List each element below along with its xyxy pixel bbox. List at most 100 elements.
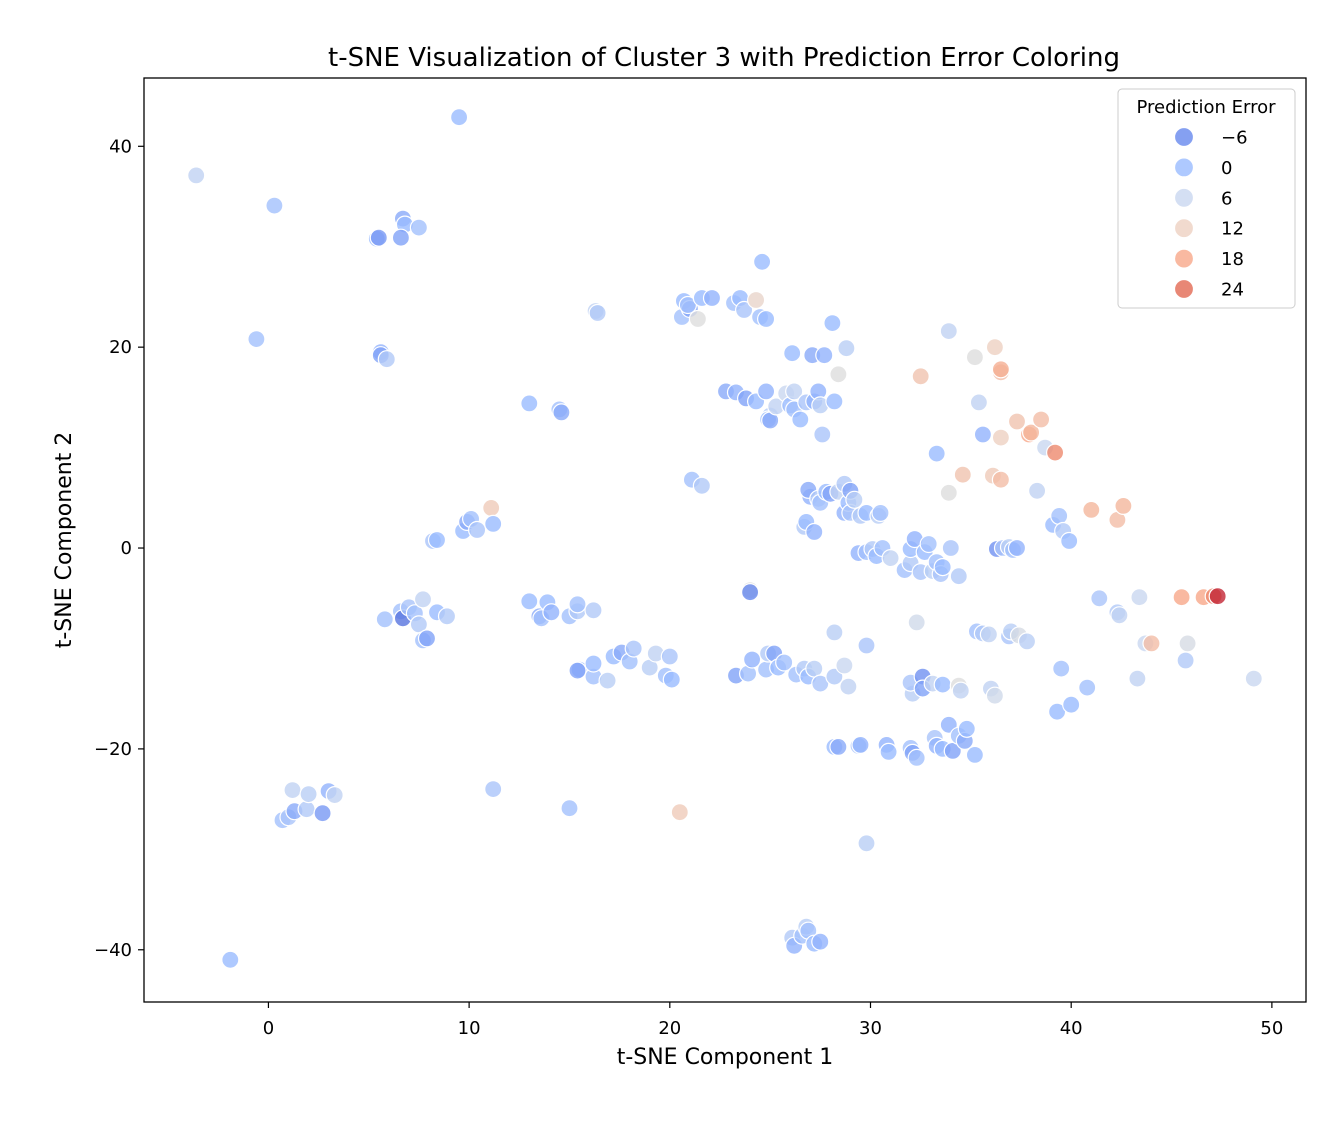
data-point xyxy=(985,686,1005,705)
data-point xyxy=(584,601,603,620)
data-point xyxy=(427,530,447,550)
data-point xyxy=(979,625,999,644)
data-point xyxy=(1176,651,1195,670)
data-point xyxy=(1050,506,1069,526)
data-point xyxy=(1114,496,1133,515)
data-point xyxy=(991,360,1011,379)
data-point xyxy=(568,661,587,680)
data-point xyxy=(568,595,587,614)
legend-label: −6 xyxy=(1221,128,1248,149)
data-point xyxy=(919,534,938,554)
data-point xyxy=(953,465,972,484)
data-point xyxy=(933,557,952,577)
data-point xyxy=(851,735,870,755)
data-point xyxy=(775,653,794,672)
x-tick-label: 10 xyxy=(458,1018,481,1039)
data-point xyxy=(951,681,970,700)
x-tick-label: 50 xyxy=(1260,1018,1283,1039)
data-point xyxy=(907,613,926,632)
data-point xyxy=(734,300,754,320)
y-axis-label: t-SNE Component 2 xyxy=(52,432,77,649)
data-point xyxy=(879,742,898,762)
y-axis: −40 −20 0 20 40 xyxy=(94,136,144,961)
data-point xyxy=(813,425,832,444)
data-point xyxy=(991,470,1011,489)
data-point xyxy=(939,483,958,502)
data-point xyxy=(662,670,681,689)
y-tick-label: 0 xyxy=(121,538,132,559)
data-point xyxy=(815,346,834,365)
legend-marker xyxy=(1173,248,1195,269)
data-point xyxy=(468,520,487,540)
data-point xyxy=(1128,669,1147,688)
data-point xyxy=(1007,538,1027,558)
x-tick-label: 0 xyxy=(263,1018,274,1039)
data-point xyxy=(991,428,1011,447)
data-point xyxy=(409,218,428,237)
data-point xyxy=(375,610,394,629)
data-point xyxy=(756,382,776,401)
data-point xyxy=(624,639,643,658)
data-point xyxy=(450,108,469,127)
data-point xyxy=(823,314,842,333)
data-point xyxy=(369,228,388,247)
data-point xyxy=(1110,606,1129,625)
data-point xyxy=(871,503,890,523)
data-point xyxy=(1178,634,1197,653)
data-point xyxy=(985,338,1005,357)
y-tick-label: −40 xyxy=(94,940,132,961)
data-point xyxy=(1027,481,1047,500)
data-point xyxy=(297,800,316,819)
plot-frame xyxy=(143,77,1307,1003)
data-point xyxy=(221,950,240,969)
x-axis: 0 10 20 30 40 50 xyxy=(263,1002,1283,1039)
data-point xyxy=(520,592,539,611)
data-point xyxy=(702,288,722,308)
data-point xyxy=(911,367,930,386)
legend-label: 18 xyxy=(1221,249,1244,270)
data-point xyxy=(560,799,579,818)
data-point xyxy=(437,607,457,626)
data-point xyxy=(247,330,266,349)
data-point xyxy=(670,803,689,822)
data-point xyxy=(746,290,766,310)
data-point xyxy=(1052,659,1071,678)
legend-label: 6 xyxy=(1221,188,1232,209)
data-point xyxy=(299,784,318,804)
legend-marker xyxy=(1173,187,1195,208)
data-point xyxy=(933,675,952,694)
legend-label: 12 xyxy=(1221,219,1244,240)
data-point xyxy=(811,932,830,951)
data-point xyxy=(927,444,946,463)
data-point xyxy=(482,498,501,517)
data-point xyxy=(1082,500,1101,519)
x-tick-label: 30 xyxy=(859,1018,882,1039)
legend-title: Prediction Error xyxy=(1136,97,1276,118)
data-point xyxy=(1078,678,1097,697)
data-point xyxy=(825,623,844,642)
data-point xyxy=(1208,587,1227,606)
data-point xyxy=(1017,632,1037,651)
data-point xyxy=(939,322,958,341)
legend-label: 0 xyxy=(1221,158,1232,179)
data-point xyxy=(520,394,539,413)
data-point xyxy=(845,490,864,509)
data-point xyxy=(881,548,900,568)
data-point xyxy=(1060,531,1079,551)
legend-marker xyxy=(1173,218,1195,239)
data-point xyxy=(957,719,976,738)
x-tick-label: 20 xyxy=(658,1018,681,1039)
data-point xyxy=(740,583,760,602)
data-point xyxy=(1090,589,1109,608)
legend: Prediction Error −6 0 6 12 18 24 xyxy=(1117,88,1296,309)
data-point xyxy=(791,410,810,429)
data-point xyxy=(837,339,856,358)
legend-marker xyxy=(1173,278,1195,300)
data-point xyxy=(973,425,993,444)
data-point xyxy=(1031,410,1051,429)
data-point xyxy=(756,309,776,329)
data-point xyxy=(1172,588,1191,607)
data-point xyxy=(965,745,985,765)
data-point xyxy=(829,365,848,384)
data-point xyxy=(283,780,302,800)
